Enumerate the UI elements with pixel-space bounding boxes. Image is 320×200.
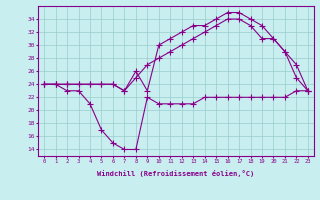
X-axis label: Windchill (Refroidissement éolien,°C): Windchill (Refroidissement éolien,°C) [97,170,255,177]
